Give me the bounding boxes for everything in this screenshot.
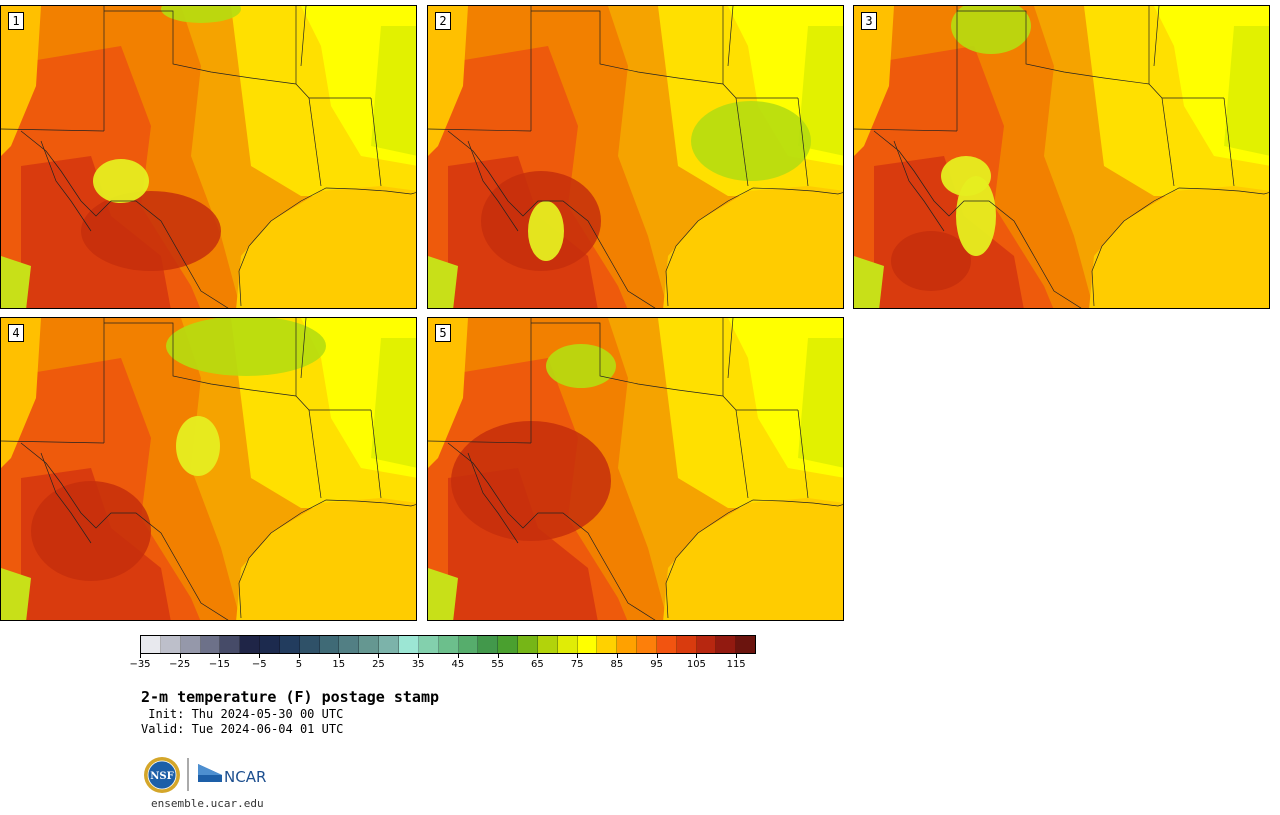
panel-label-3: 3 (861, 12, 877, 30)
colorbar-segment (279, 636, 300, 653)
colorbar-tick-label: 115 (726, 659, 746, 670)
svg-text:NCAR: NCAR (224, 768, 266, 786)
colorbar-segment (498, 636, 519, 653)
colorbar-tick-label: 25 (372, 659, 385, 670)
colorbar-tick (537, 654, 539, 658)
colorbar-segment (260, 636, 280, 653)
colorbar-tick (298, 654, 300, 658)
temperature-map-4 (1, 318, 416, 620)
temperature-map-5 (428, 318, 843, 620)
map-panel-2: 2 (427, 5, 844, 309)
colorbar-tick (656, 654, 658, 658)
colorbar-tick (338, 654, 340, 658)
panel-label-5: 5 (435, 324, 451, 342)
colorbar-segment (518, 636, 538, 653)
map-panel-1: 1 (0, 5, 417, 309)
svg-text:NSF: NSF (150, 771, 173, 782)
colorbar-segment (736, 636, 756, 653)
ncar-logo-icon: NCAR (198, 764, 266, 786)
colorbar-segment (141, 636, 161, 653)
colorbar-segment (220, 636, 241, 653)
temperature-map-3 (854, 6, 1269, 308)
colorbar-segment (557, 636, 578, 653)
colorbar-ticks: −35 −25 −15 −5 5 15 25 35 45 55 65 75 85 95 105 115 (129, 654, 756, 674)
temperature-map-2 (428, 6, 843, 308)
colorbar-tick-label: 55 (491, 659, 505, 670)
colorbar-tick-label: 65 (531, 659, 544, 670)
colorbar-tick (259, 654, 261, 658)
colorbar-tick (497, 654, 499, 658)
website-url: ensemble.ucar.edu (151, 797, 264, 810)
colorbar-tick (616, 654, 618, 658)
colorbar-tick-label: 85 (610, 659, 624, 670)
colorbar-tick (378, 654, 380, 658)
colorbar-tick (418, 654, 420, 658)
colorbar-segment (577, 636, 598, 653)
colorbar-tick-label: −25 (169, 659, 191, 670)
colorbar-tick-label: 45 (451, 659, 465, 670)
colorbar-tick-label: 75 (570, 659, 584, 670)
panel-label-2: 2 (435, 12, 451, 30)
panel-label-4: 4 (8, 324, 24, 342)
colorbar-segment (676, 636, 697, 653)
colorbar-segment (438, 636, 459, 653)
temperature-map-1 (1, 6, 416, 308)
colorbar-segment (200, 636, 221, 653)
map-panel-4: 4 (0, 317, 417, 621)
colorbar-segment (696, 636, 717, 653)
colorbar-segment (299, 636, 320, 653)
colorbar (140, 635, 756, 654)
colorbar-segment (339, 636, 360, 653)
colorbar-segment (458, 636, 479, 653)
nsf-ncar-logo: NSF NCAR (144, 757, 266, 793)
nsf-logo-icon: NSF (144, 757, 180, 793)
colorbar-segment (597, 636, 618, 653)
map-panel-3: 3 (853, 5, 1270, 309)
colorbar-tick (577, 654, 579, 658)
colorbar-tick-label: −5 (251, 659, 267, 670)
colorbar-segment (160, 636, 181, 653)
colorbar-tick (179, 654, 181, 658)
colorbar-segment (359, 636, 380, 653)
colorbar-tick-label: 5 (295, 659, 303, 670)
panel-label-1: 1 (8, 12, 24, 30)
colorbar-segment (617, 636, 638, 653)
colorbar-tick-label: 35 (411, 659, 425, 670)
colorbar-tick (736, 654, 738, 658)
colorbar-segment (180, 636, 201, 653)
colorbar-tick-label: 15 (332, 659, 346, 670)
map-panel-5: 5 (427, 317, 844, 621)
colorbar-segment (319, 636, 340, 653)
colorbar-segment (716, 636, 737, 653)
colorbar-tick-label: 95 (650, 659, 664, 670)
colorbar-tick-label: 105 (686, 659, 706, 670)
colorbar-segment (398, 636, 419, 653)
colorbar-tick (457, 654, 459, 658)
colorbar-tick-label: −15 (208, 659, 231, 670)
colorbar-segment (537, 636, 558, 653)
plot-title: 2-m temperature (F) postage stamp (141, 688, 440, 706)
colorbar-segment (418, 636, 439, 653)
colorbar-tick (219, 654, 221, 658)
valid-time: Valid: Tue 2024-06-04 01 UTC (141, 722, 344, 736)
colorbar-segment (656, 636, 677, 653)
colorbar-segment (478, 636, 499, 653)
init-time: Init: Thu 2024-05-30 00 UTC (141, 707, 344, 721)
colorbar-tick (140, 654, 141, 658)
colorbar-segment (379, 636, 399, 653)
colorbar-segment (637, 636, 657, 653)
colorbar-tick (696, 654, 698, 658)
colorbar-tick-label: −35 (129, 659, 151, 670)
colorbar-segment (240, 636, 261, 653)
